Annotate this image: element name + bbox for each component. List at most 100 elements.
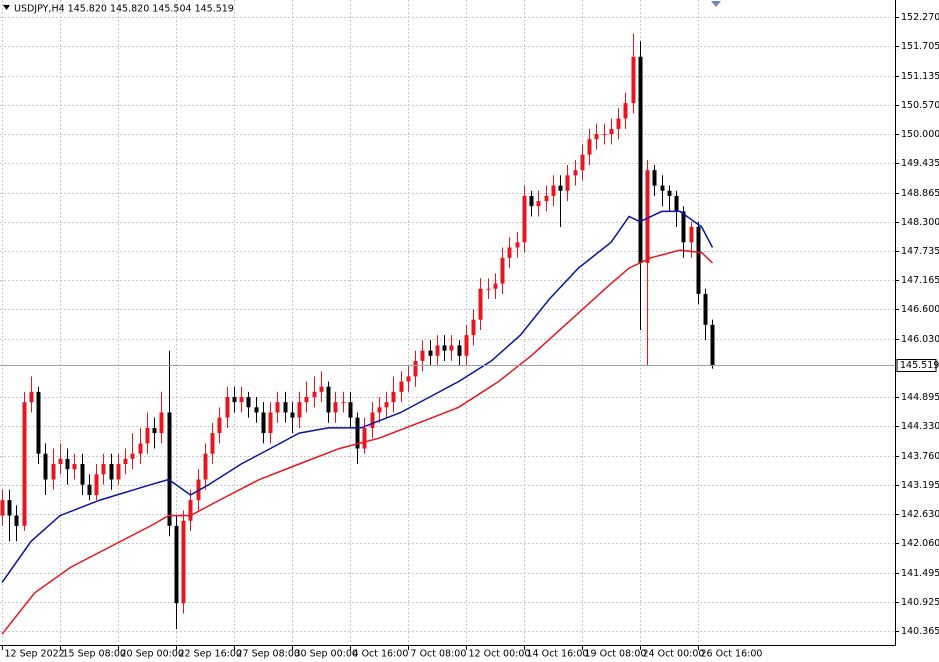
x-tick-label: 22 Sep 16:00 [179,649,242,660]
candle-body [94,474,99,495]
candle-body [181,520,186,604]
candle-body [681,211,686,243]
candle-body [297,402,302,418]
candle-body [174,525,179,604]
x-tick-label: 12 Sep 2022 [5,649,65,660]
y-tick-label: 147.735 [901,246,939,257]
candle-body [391,391,396,403]
candle-body [413,360,418,377]
candle-body [464,335,469,356]
candle-body [232,397,237,403]
candle-body [51,464,56,480]
chart-title: USDJPY,H4 145.820 145.820 145.504 145.51… [14,4,234,15]
candle-body [544,195,549,202]
candle-body [188,500,193,521]
y-tick-label: 140.925 [901,597,939,608]
candle-body [609,128,614,135]
candle-body [341,402,346,404]
candle-body [348,402,353,418]
candle-body [689,226,694,243]
menu-arrow[interactable] [3,5,10,10]
candle-body [7,500,12,516]
candle-body [167,412,172,526]
y-tick-label: 148.300 [901,217,939,228]
candle-body [261,412,266,434]
y-tick-label: 144.330 [901,421,939,432]
candle-body [486,288,491,290]
candle-body [145,427,150,444]
y-tick-label: 142.630 [901,509,939,520]
candle-body [22,402,27,526]
candle-body [210,433,215,454]
candle-body [522,195,527,243]
candle-body [275,402,280,413]
candle-body [217,417,222,434]
shift-marker[interactable] [711,1,721,7]
candle-body [319,386,324,392]
moving-average [1,210,714,584]
y-tick-label: 143.195 [901,480,939,491]
candle-body [457,345,462,356]
candle-body [362,427,367,449]
candle-body [428,350,433,356]
candle-body [246,397,251,408]
candle-body [536,201,541,207]
last-price-label: 145.519 [900,360,939,371]
y-tick-label: 140.365 [901,626,939,637]
candle-body [312,391,317,398]
candle-body [580,154,585,171]
candle-body [507,247,512,258]
candle-body [101,464,106,475]
candle-body [377,407,382,413]
candle-body [420,350,425,361]
candle-body [123,458,128,465]
candle-body [616,118,621,129]
x-tick-label: 7 Oct 08:00 [411,649,467,660]
candle-body [703,293,708,325]
candle-body [58,458,63,465]
candle-body [65,458,70,470]
candle-body [384,402,389,408]
x-tick-label: 4 Oct 16:00 [353,649,409,660]
x-tick-label: 19 Oct 08:00 [585,649,647,660]
candle-body [529,195,534,207]
y-tick-label: 151.135 [901,71,939,82]
candle-body [587,139,592,155]
y-tick-label: 142.060 [901,538,939,549]
candle-body [478,288,483,320]
candle-body [652,170,657,186]
x-tick-label: 14 Oct 16:00 [527,649,589,660]
candle-body [203,453,208,480]
candle-body [399,381,404,392]
candle-body [442,345,447,351]
candle-body [14,515,19,526]
y-tick-label: 141.495 [901,568,939,579]
candle-body [80,464,85,485]
x-tick-label: 20 Sep 00:00 [121,649,184,660]
y-tick-label: 146.600 [901,304,939,315]
candle-body [493,283,498,289]
candle-body [116,464,121,480]
y-tick-label: 151.705 [901,41,939,52]
candle-body [406,376,411,382]
x-tick-label: 26 Oct 16:00 [701,649,763,660]
candle-body [283,402,288,413]
candle-body [43,453,48,480]
y-tick-label: 150.570 [901,100,939,111]
candle-body [239,397,244,403]
x-tick-label: 30 Sep 00:00 [295,649,358,660]
candle-body [500,257,505,284]
axes: 152.270 151.705 151.135 150.570 150.000 149.4… [2,12,939,660]
candle-body [558,185,563,191]
x-tick-label: 24 Oct 00:00 [643,649,705,660]
candle-body [72,464,77,470]
candle-body [268,412,273,434]
y-tick-label: 144.895 [901,392,939,403]
candle-body [138,443,143,454]
candle-body [87,484,92,495]
candle-body [710,324,715,366]
candle-body [333,402,338,413]
